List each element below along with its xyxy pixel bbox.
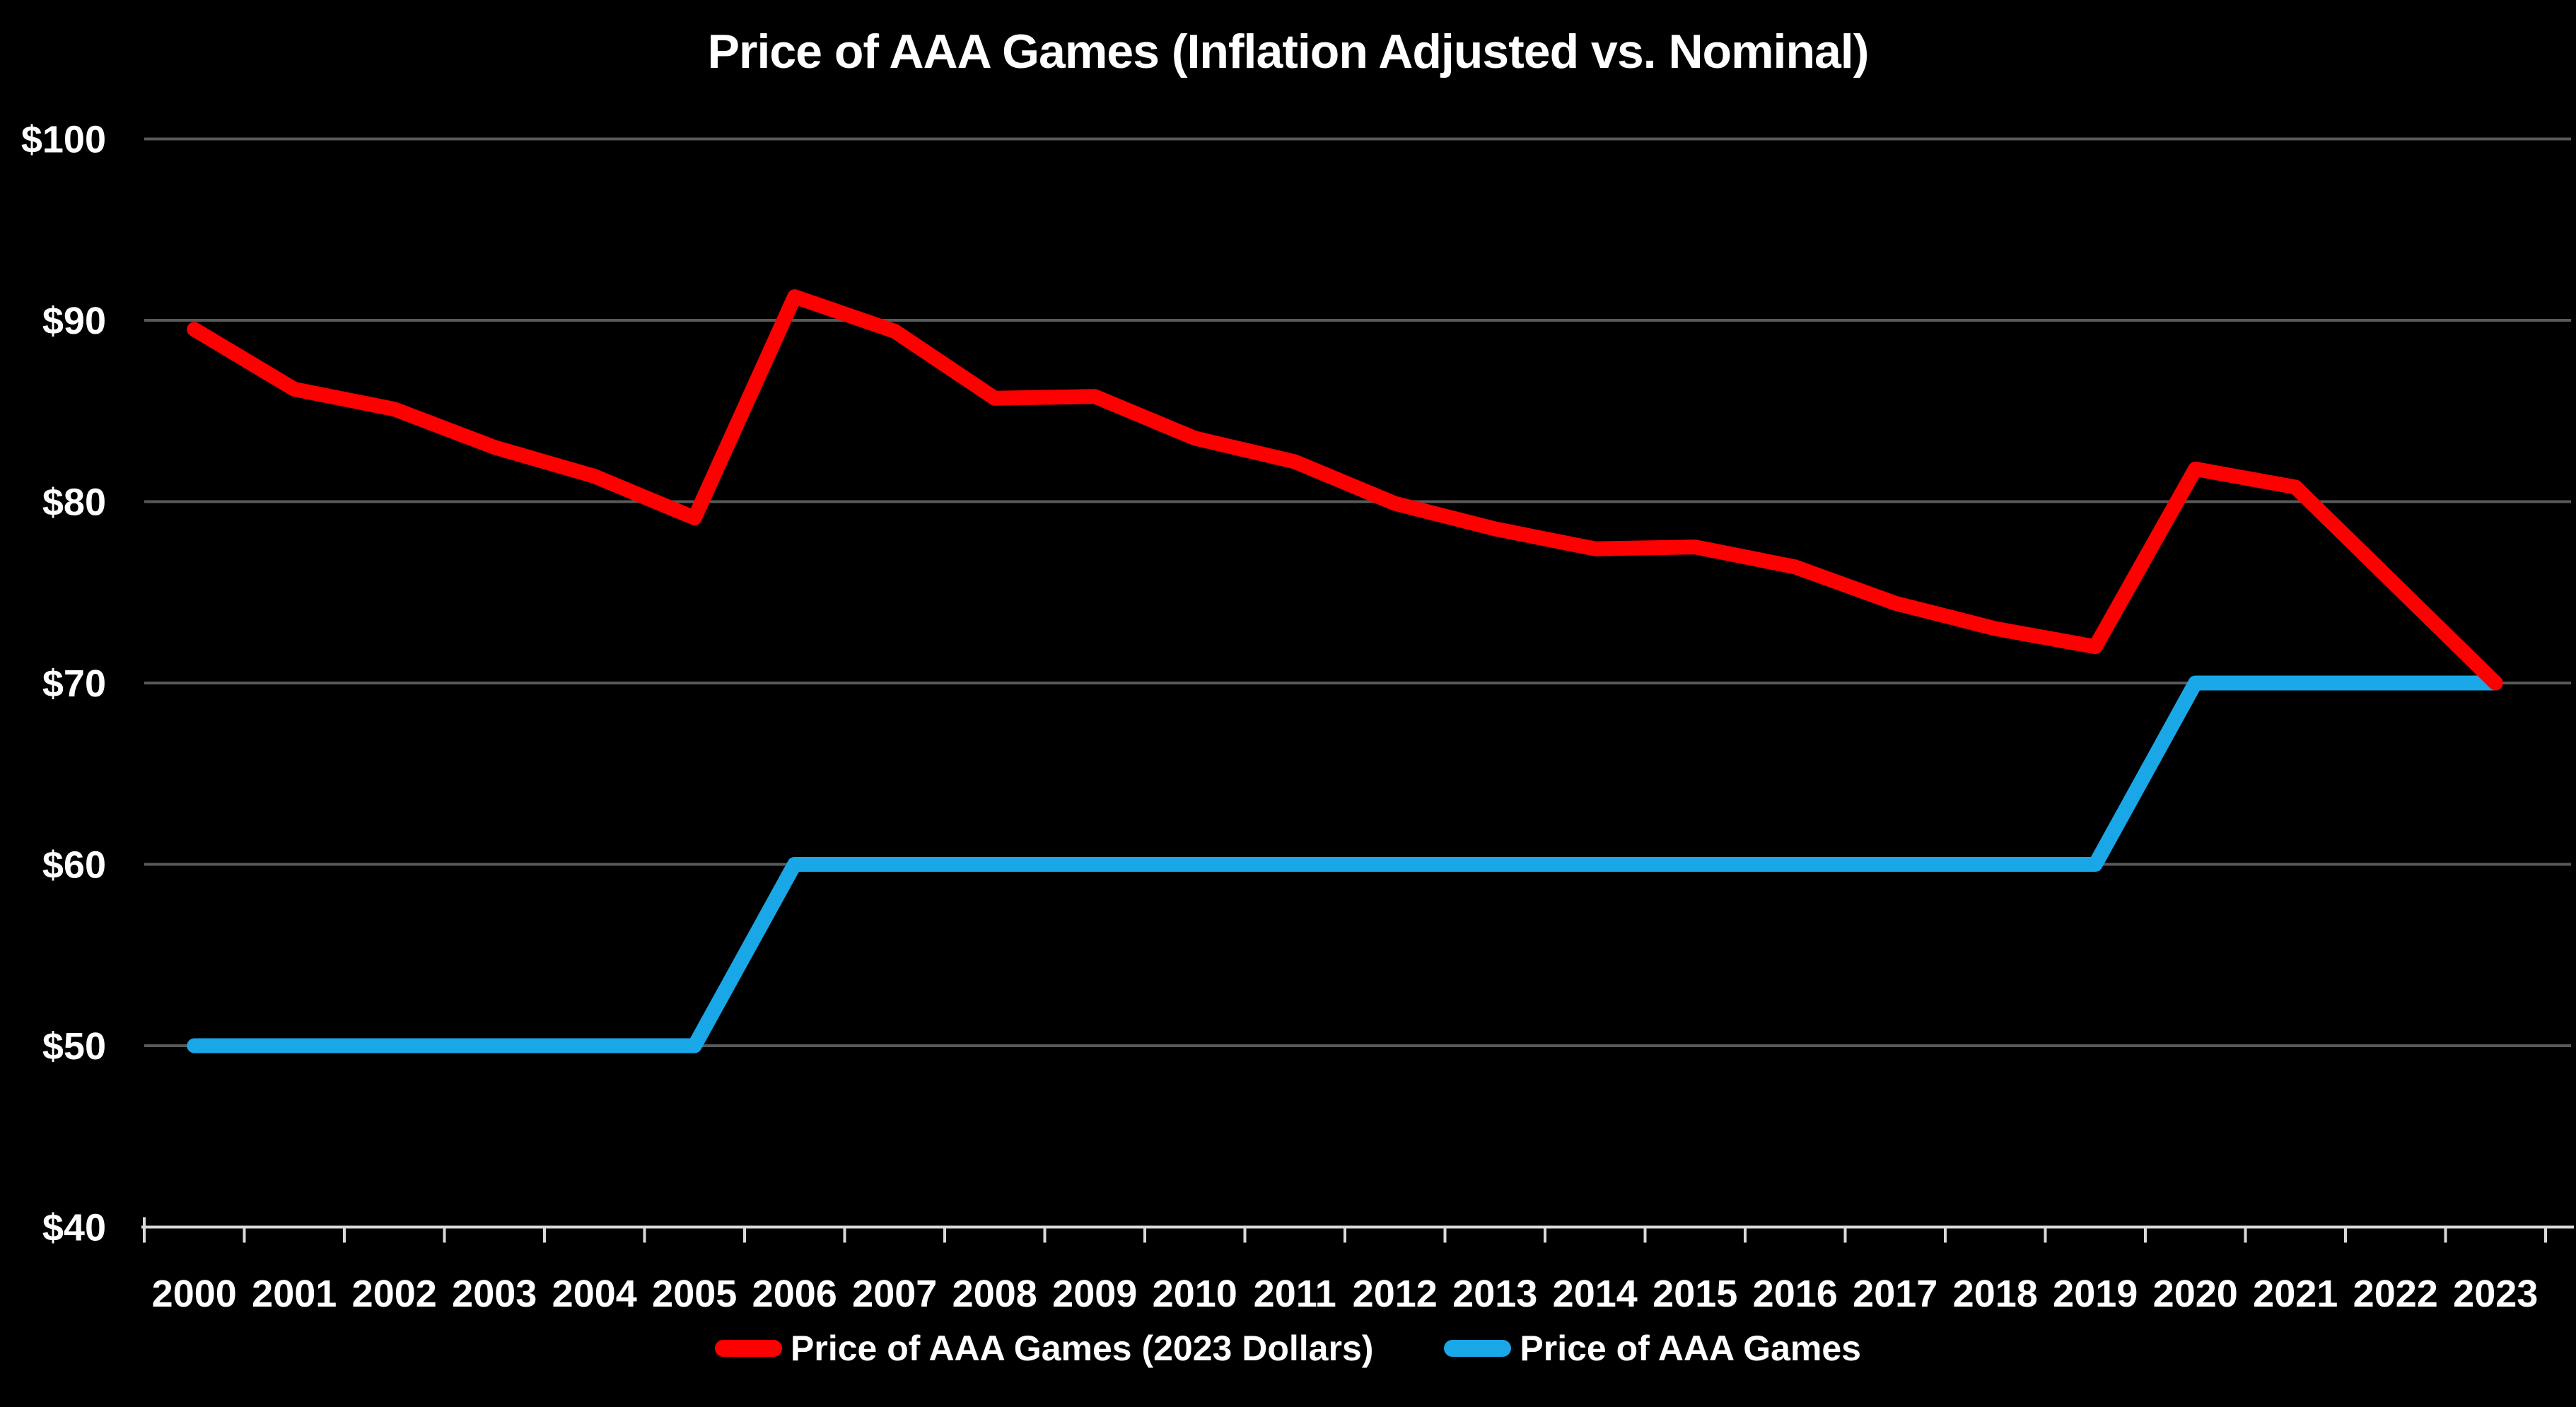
x-axis-label: 2011 [1254,1273,1336,1315]
x-axis-label: 2004 [552,1273,637,1315]
legend-swatch-adjusted-icon [715,1340,783,1357]
y-axis-label: $50 [42,1025,106,1068]
y-axis-label: $90 [42,300,106,342]
x-axis-label: 2014 [1553,1273,1638,1315]
x-axis-label: 2023 [2453,1273,2538,1315]
series-line-adjusted [187,289,2503,691]
x-axis-label: 2003 [452,1273,537,1315]
x-axis-label: 2012 [1353,1273,1438,1315]
x-axis-label: 2000 [152,1273,237,1315]
legend-label-nominal: Price of AAA Games [1520,1329,1861,1368]
x-axis-label: 2021 [2253,1273,2338,1315]
y-axis-label: $60 [42,844,106,887]
chart-title: Price of AAA Games (Inflation Adjusted v… [707,25,1870,78]
x-axis-label: 2019 [2053,1273,2138,1315]
x-axis-label: 2015 [1653,1273,1737,1315]
x-axis-label: 2007 [852,1273,937,1315]
x-axis-label: 2018 [1953,1273,2038,1315]
x-axis-label: 2009 [1052,1273,1137,1315]
x-axis-label: 2016 [1753,1273,1838,1315]
x-axis-label: 2022 [2353,1273,2438,1315]
y-axis-label: $80 [42,481,106,524]
legend: Price of AAA Games (2023 Dollars) Price … [0,1328,2576,1369]
legend-item-nominal: Price of AAA Games [1444,1328,1861,1369]
y-axis-label: $40 [42,1207,106,1249]
x-axis-label: 2017 [1853,1273,1937,1315]
x-axis-label: 2020 [2153,1273,2238,1315]
x-axis-label: 2001 [252,1273,337,1315]
x-axis-label: 2010 [1153,1273,1237,1315]
legend-item-adjusted: Price of AAA Games (2023 Dollars) [715,1328,1373,1369]
series-line-nominal [187,675,2503,1053]
x-axis-label: 2002 [352,1273,437,1315]
legend-swatch-nominal-icon [1444,1340,1512,1357]
x-axis-label: 2006 [752,1273,837,1315]
y-axis-label: $70 [42,662,106,705]
x-axis-label: 2008 [952,1273,1037,1315]
legend-label-adjusted: Price of AAA Games (2023 Dollars) [791,1329,1374,1368]
x-axis-label: 2005 [652,1273,737,1315]
x-axis-label: 2013 [1452,1273,1537,1315]
y-axis-label: $100 [21,119,106,161]
